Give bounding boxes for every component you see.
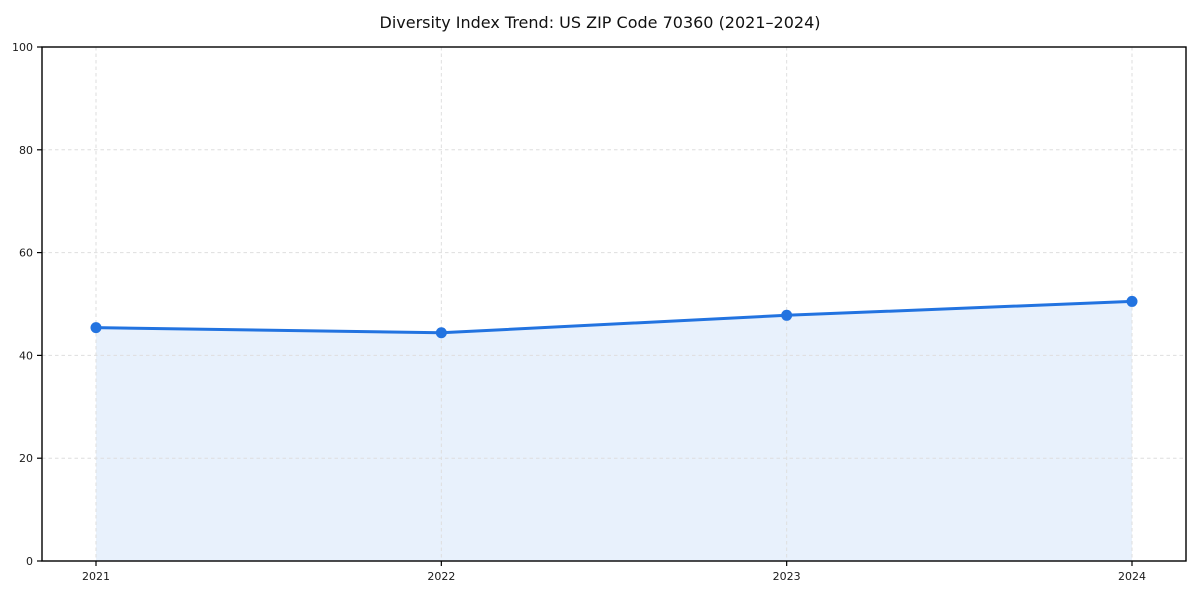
data-points bbox=[90, 295, 1138, 339]
x-tick-label: 2023 bbox=[773, 570, 801, 583]
data-point-marker bbox=[1126, 295, 1138, 307]
series-line bbox=[94, 299, 1134, 335]
y-tick-labels: 0 20 40 60 80 100 bbox=[12, 41, 33, 568]
plot-border bbox=[41, 46, 1187, 562]
x-tick-label: 2024 bbox=[1118, 570, 1146, 583]
chart-title: Diversity Index Trend: US ZIP Code 70360… bbox=[380, 13, 821, 32]
axes-spines bbox=[37, 46, 1187, 566]
area-under-line bbox=[96, 301, 1132, 561]
trend-line bbox=[94, 299, 1134, 335]
y-tick-label: 60 bbox=[19, 247, 33, 260]
data-point-marker bbox=[435, 327, 447, 339]
y-tick-label: 40 bbox=[19, 349, 33, 362]
y-tick-label: 20 bbox=[19, 452, 33, 465]
y-tick-label: 100 bbox=[12, 41, 33, 54]
y-tick-label: 80 bbox=[19, 144, 33, 157]
data-point-marker bbox=[90, 322, 102, 334]
area-fill bbox=[96, 301, 1132, 561]
x-tick-labels: 2021 2022 2023 2024 bbox=[82, 570, 1146, 583]
y-tick-label: 0 bbox=[26, 555, 33, 568]
x-tick-label: 2021 bbox=[82, 570, 110, 583]
data-point-marker bbox=[781, 309, 793, 321]
x-tick-label: 2022 bbox=[427, 570, 455, 583]
